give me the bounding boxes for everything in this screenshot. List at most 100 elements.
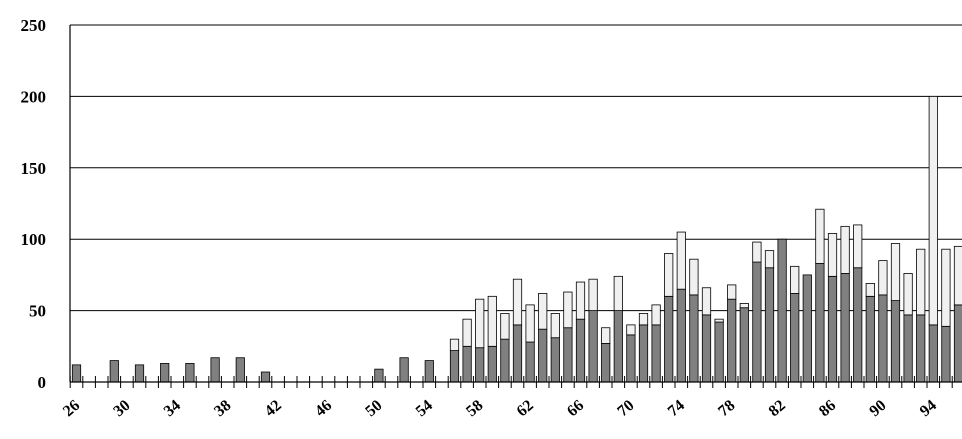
bar-lower bbox=[613, 310, 623, 383]
x-tick-label: 54 bbox=[413, 397, 436, 420]
bar-lower bbox=[550, 337, 560, 383]
bar-upper bbox=[714, 318, 724, 323]
bar-upper bbox=[941, 248, 951, 327]
bar-lower bbox=[701, 314, 712, 383]
bar-upper bbox=[651, 304, 661, 326]
bar-lower bbox=[777, 238, 787, 383]
x-tick-label: 78 bbox=[715, 397, 738, 420]
y-tick-label: 100 bbox=[21, 230, 47, 249]
bar-lower bbox=[134, 364, 145, 383]
x-tick-label: 86 bbox=[816, 397, 839, 420]
x-tick-label: 90 bbox=[866, 397, 889, 420]
bar-lower bbox=[739, 307, 749, 383]
bar-lower bbox=[563, 327, 573, 383]
bar-lower bbox=[638, 324, 649, 383]
y-tick-label: 0 bbox=[38, 373, 47, 392]
bar-lower bbox=[71, 364, 82, 383]
bar-lower bbox=[462, 345, 472, 383]
bar-upper bbox=[601, 327, 611, 344]
bar-upper bbox=[689, 258, 699, 296]
bar-lower bbox=[853, 267, 863, 383]
x-tick-label: 82 bbox=[766, 397, 789, 420]
x-tick-label: 66 bbox=[564, 397, 587, 420]
bar-lower bbox=[525, 341, 535, 383]
bar-lower bbox=[890, 300, 901, 383]
bar-upper bbox=[928, 96, 938, 326]
x-tick-label: 42 bbox=[262, 397, 285, 420]
y-tick-label: 200 bbox=[21, 87, 47, 106]
bar-lower bbox=[664, 295, 674, 383]
bar-lower bbox=[260, 371, 271, 383]
bar-upper bbox=[701, 287, 712, 316]
bar-lower bbox=[651, 324, 661, 383]
bar-lower bbox=[840, 273, 850, 383]
bar-upper bbox=[538, 293, 548, 330]
bar-lower bbox=[676, 288, 686, 383]
bar-lower bbox=[374, 368, 384, 383]
bar-upper bbox=[613, 275, 623, 312]
bar-lower bbox=[928, 324, 938, 383]
bar-lower bbox=[235, 357, 245, 383]
bar-lower bbox=[714, 321, 724, 383]
bar-upper bbox=[626, 324, 636, 336]
bar-lower bbox=[916, 314, 926, 383]
bar-lower bbox=[487, 345, 497, 383]
bar-upper bbox=[563, 291, 573, 329]
bar-upper bbox=[449, 338, 460, 351]
bar-upper bbox=[727, 284, 737, 300]
bar-lower bbox=[601, 343, 611, 383]
bar-lower bbox=[475, 347, 485, 383]
bar-upper bbox=[890, 243, 901, 302]
bar-lower bbox=[802, 274, 812, 383]
x-ticks bbox=[69, 376, 953, 388]
bar-upper bbox=[512, 278, 523, 326]
bar-lower bbox=[500, 338, 510, 383]
gridlines bbox=[70, 24, 962, 312]
x-tick-label: 30 bbox=[110, 397, 133, 420]
bar-lower bbox=[512, 324, 523, 383]
bar-lower bbox=[424, 360, 434, 383]
x-tick-label: 74 bbox=[665, 397, 688, 420]
bar-upper bbox=[588, 278, 598, 311]
bar-lower bbox=[953, 304, 962, 383]
bar-upper bbox=[664, 253, 674, 297]
bar-lower bbox=[727, 298, 737, 383]
bar-lower bbox=[941, 325, 951, 383]
y-tick-label: 250 bbox=[21, 16, 47, 35]
x-tick-label: 94 bbox=[917, 397, 940, 420]
y-tick-labels: 0 50 100 150 200 250 bbox=[21, 16, 47, 392]
bar-upper bbox=[676, 231, 686, 290]
bar-upper bbox=[916, 248, 926, 316]
bar-upper bbox=[827, 233, 838, 277]
x-tick-label: 70 bbox=[614, 397, 637, 420]
x-tick-labels: 26 30 34 38 42 46 50 54 58 62 66 70 74 78 82 86 90 94 bbox=[60, 397, 940, 420]
y-tick-label: 150 bbox=[21, 159, 47, 178]
bar-upper bbox=[840, 225, 850, 274]
bar-lower bbox=[449, 350, 460, 383]
y-tick-label: 50 bbox=[29, 302, 46, 321]
bar-lower bbox=[752, 261, 762, 383]
bar-upper bbox=[953, 245, 962, 306]
x-tick-label: 58 bbox=[463, 397, 486, 420]
bar-lower bbox=[538, 328, 548, 383]
bar-upper bbox=[764, 250, 775, 269]
bar-lower bbox=[790, 293, 800, 383]
x-tick-label: 34 bbox=[161, 397, 184, 420]
x-tick-label: 50 bbox=[362, 397, 385, 420]
bar-upper bbox=[815, 208, 825, 264]
x-tick-label: 38 bbox=[211, 397, 234, 420]
bar-upper bbox=[790, 265, 800, 294]
bar-lower bbox=[903, 314, 913, 383]
x-tick-label: 62 bbox=[514, 397, 537, 420]
bar-lower bbox=[575, 318, 586, 383]
bar-lower bbox=[815, 263, 825, 383]
bar-upper bbox=[462, 318, 472, 347]
bar-lower bbox=[160, 363, 170, 383]
bar-lower bbox=[399, 357, 409, 383]
bar-upper bbox=[638, 313, 649, 326]
bar-upper bbox=[853, 224, 863, 269]
bar-upper bbox=[878, 260, 888, 296]
bar-lower bbox=[588, 310, 598, 383]
bar-lower bbox=[210, 357, 220, 383]
